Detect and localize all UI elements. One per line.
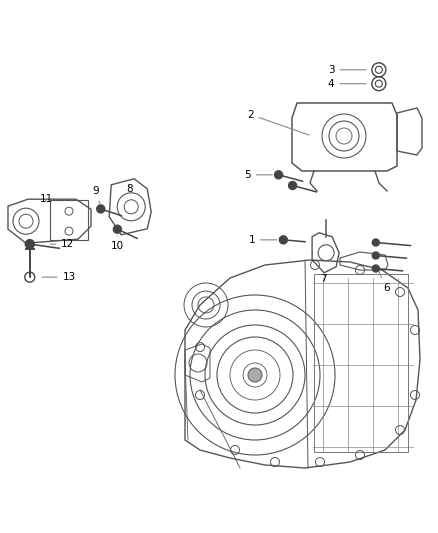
Circle shape [372,252,379,259]
Circle shape [113,225,121,233]
Text: 7: 7 [320,274,327,284]
Text: 5: 5 [244,170,272,180]
Circle shape [289,181,297,190]
Circle shape [372,239,379,246]
Circle shape [97,205,105,213]
Circle shape [275,171,283,179]
Text: 12: 12 [50,239,74,249]
Circle shape [25,240,34,248]
Circle shape [372,265,379,272]
Circle shape [248,368,262,382]
Text: 10: 10 [111,236,124,251]
Text: 6: 6 [377,268,390,293]
Text: 1: 1 [248,235,277,245]
Circle shape [279,236,287,244]
Text: 9: 9 [92,186,100,204]
Text: 8: 8 [126,184,133,194]
Text: 11: 11 [39,194,53,204]
Text: 3: 3 [328,65,366,75]
Text: 4: 4 [328,79,366,88]
Text: 13: 13 [42,272,76,282]
Text: 2: 2 [247,110,309,135]
